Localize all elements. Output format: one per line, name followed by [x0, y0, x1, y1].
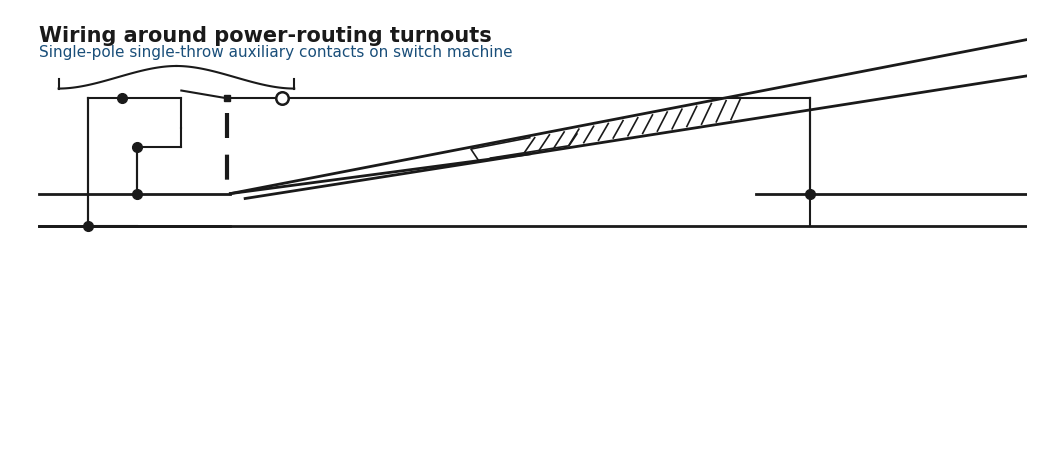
Text: Single-pole single-throw auxiliary contacts on switch machine: Single-pole single-throw auxiliary conta…: [39, 45, 512, 60]
Text: Wiring around power-routing turnouts: Wiring around power-routing turnouts: [39, 26, 492, 46]
